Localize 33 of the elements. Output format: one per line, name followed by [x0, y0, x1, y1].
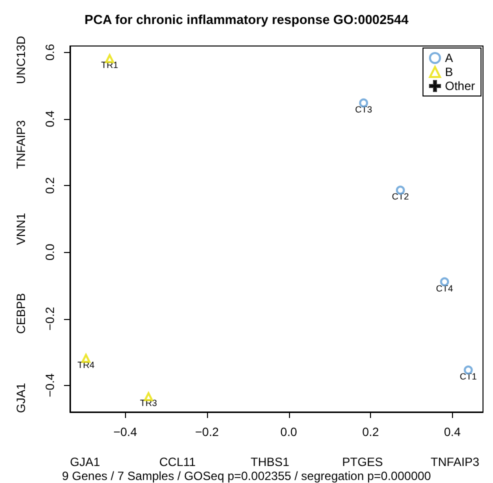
- annotation: CT4: [436, 283, 454, 294]
- x-axis-title: 9 Genes / 7 Samples / GOSeq p=0.002355 / segregation p=0.000000: [62, 469, 432, 483]
- legend-label: B: [444, 65, 454, 79]
- x-tick-label: 0.0: [280, 425, 298, 439]
- x-tick-label: 0.4: [444, 425, 461, 439]
- x-tick-label: −0.2: [195, 425, 220, 439]
- legend-label: A: [444, 51, 454, 65]
- text: THBS1: [250, 455, 290, 469]
- x-tick-label: 0.2: [362, 425, 380, 439]
- chart-title: PCA for chronic inflammatory response GO:0002544: [84, 12, 410, 27]
- text: CCL11: [159, 455, 196, 469]
- y-tick-label: 0.6: [43, 44, 57, 61]
- y-tick-label: 0.2: [43, 176, 57, 194]
- text: PTGES: [342, 455, 383, 469]
- y-tick-label: 0.0: [43, 243, 57, 260]
- annotation: TR3: [140, 398, 158, 408]
- text: TNFAIP3: [430, 455, 480, 469]
- y-tick-label: 0.4: [43, 110, 57, 128]
- annotation: TR4: [77, 360, 94, 370]
- text: CEBPB: [14, 293, 28, 334]
- text: GJA1: [70, 455, 100, 469]
- x-tick-label: −0.4: [113, 425, 138, 439]
- annotation: CT1: [460, 372, 477, 382]
- annotation: CT2: [392, 192, 409, 202]
- y-tick-label: −0.2: [43, 306, 57, 331]
- text: VNN1: [14, 212, 28, 246]
- legend-label: Other: [444, 79, 476, 93]
- y-tick-label: −0.4: [43, 373, 57, 398]
- annotation: CT3: [355, 104, 372, 114]
- annotation: TR1: [101, 60, 118, 70]
- text: GJA1: [14, 382, 28, 414]
- text: UNC13D: [14, 36, 28, 84]
- text: TNFAIP3: [14, 120, 28, 169]
